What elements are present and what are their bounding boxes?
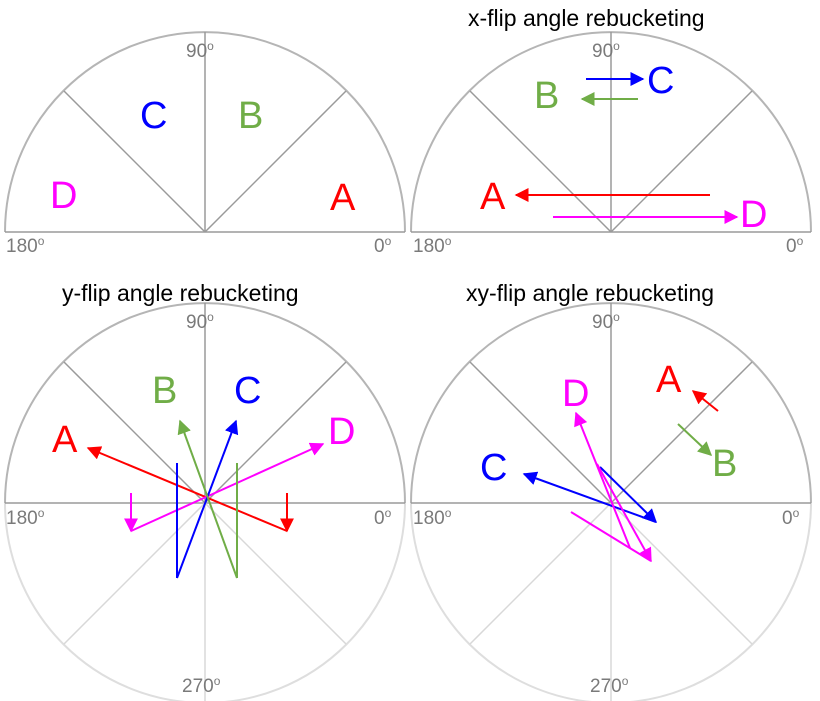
- arrow-C-in: [599, 466, 657, 523]
- degree-label-270: 270o: [182, 674, 221, 697]
- spoke-45: [610, 90, 753, 233]
- panel-x-flip: x-flip angle rebucketing 90o 180o 0o C B…: [410, 5, 812, 257]
- panel-title: x-flip angle rebucketing: [468, 5, 705, 31]
- degree-label-90: 90o: [186, 39, 214, 62]
- spoke-225: [63, 502, 206, 645]
- bucket-label-C: C: [647, 60, 674, 102]
- degree-label-0: 0o: [374, 234, 392, 257]
- bucket-label-C: C: [480, 447, 507, 489]
- degree-label-180: 180o: [6, 234, 45, 257]
- degree-label-270: 270o: [590, 674, 629, 697]
- panel-title: y-flip angle rebucketing: [62, 280, 299, 306]
- bucket-label-A: A: [656, 359, 682, 401]
- bucket-label-A: A: [330, 177, 356, 219]
- spoke-135: [469, 90, 612, 233]
- arrow-C-flip: [176, 419, 239, 579]
- spoke-315: [204, 502, 347, 645]
- arrow-D-in: [596, 463, 652, 563]
- bucket-label-D: D: [328, 411, 355, 453]
- arrow-D-flip: [130, 442, 325, 532]
- spoke-45: [204, 361, 347, 504]
- bucket-label-B: B: [534, 75, 559, 117]
- arrow-D-out: [574, 411, 631, 549]
- spoke-315: [610, 502, 753, 645]
- bucket-label-D: D: [740, 194, 767, 236]
- degree-label-180: 180o: [413, 506, 452, 529]
- bucket-label-B: B: [152, 370, 177, 412]
- panel-xy-flip: xy-flip angle rebucketing 90o 180o 0o 27…: [410, 280, 812, 701]
- bucket-label-C: C: [140, 95, 167, 137]
- bucket-label-B: B: [712, 443, 737, 485]
- bucket-label-B: B: [238, 95, 263, 137]
- spoke-135: [63, 90, 206, 233]
- degree-label-0: 0o: [374, 506, 392, 529]
- spoke-135: [469, 361, 612, 504]
- semicircle-arc-lower: [410, 502, 812, 701]
- panel-title: xy-flip angle rebucketing: [466, 280, 714, 306]
- degree-label-0: 0o: [786, 234, 804, 257]
- semicircle-arc-lower: [4, 502, 406, 701]
- spoke-45: [610, 361, 753, 504]
- bucket-label-A: A: [480, 176, 506, 218]
- degree-label-90: 90o: [592, 310, 620, 333]
- arrow-C-out: [522, 471, 657, 523]
- arrow-B-short: [677, 423, 713, 456]
- arrow-D-mid: [570, 511, 652, 562]
- spoke-225: [469, 502, 612, 645]
- arrow-A-flip: [86, 446, 288, 532]
- panel-base: 90o 180o 0o A B C D: [4, 31, 406, 257]
- degree-label-0: 0o: [782, 506, 800, 529]
- spoke-45: [204, 90, 347, 233]
- panel-y-flip: y-flip angle rebucketing 90o 180o 0o 270…: [4, 280, 406, 701]
- degree-label-180: 180o: [6, 506, 45, 529]
- bucket-label-A: A: [52, 419, 78, 461]
- spoke-135: [63, 361, 206, 504]
- degree-label-180: 180o: [413, 234, 452, 257]
- degree-label-90: 90o: [592, 39, 620, 62]
- degree-label-90: 90o: [186, 310, 214, 333]
- bucket-label-C: C: [234, 370, 261, 412]
- bucket-label-D: D: [50, 175, 77, 217]
- arrow-A-short: [691, 390, 719, 412]
- bucket-label-D: D: [562, 373, 589, 415]
- arrow-B-flip: [177, 419, 238, 579]
